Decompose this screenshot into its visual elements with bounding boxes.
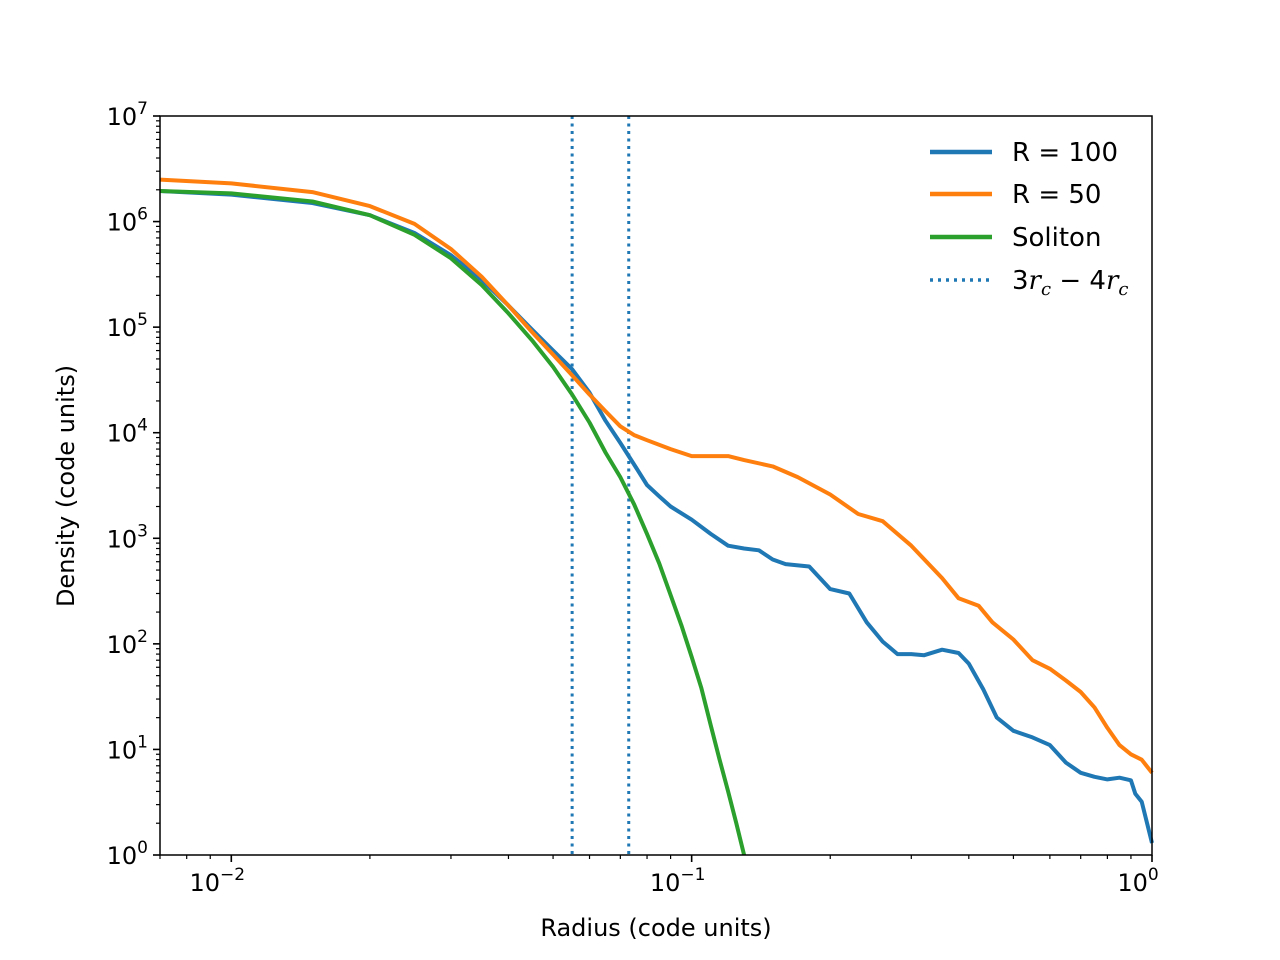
legend-label-r50: R = 50 <box>1012 180 1101 210</box>
series-line-0 <box>159 189 1154 844</box>
y-tick-label-4: 104 <box>107 416 148 448</box>
series-line-1 <box>159 177 1154 775</box>
core-radius-lines <box>570 116 631 855</box>
y-tick-label-2: 102 <box>107 627 148 659</box>
y-tick-label-0: 100 <box>107 838 148 870</box>
y-tick-label-1: 101 <box>107 732 148 764</box>
x-axis-ticks: 10−2 10−1 100 <box>159 855 1159 897</box>
y-axis-label: Density (code units) <box>52 365 80 607</box>
axes-frame <box>159 115 1153 856</box>
y-axis-ticks: 100 101 102 103 104 105 106 107 <box>107 99 160 870</box>
x-tick-label-1: 10−1 <box>650 865 706 897</box>
y-tick-label-3: 103 <box>107 521 148 553</box>
legend-label-r100: R = 100 <box>1012 138 1118 168</box>
legend-label-core-radius: 3rc − 4rc <box>1012 266 1128 300</box>
legend: R = 100 R = 50 Soliton 3rc − 4rc <box>930 138 1128 300</box>
series-layer <box>159 177 1154 856</box>
y-tick-label-5: 105 <box>107 310 148 342</box>
x-axis-label: Radius (code units) <box>540 914 771 942</box>
x-tick-label-0: 10−2 <box>190 865 246 897</box>
y-tick-label-6: 106 <box>107 205 148 237</box>
legend-label-soliton: Soliton <box>1012 223 1101 253</box>
series-line-2 <box>159 189 747 856</box>
x-tick-label-2: 100 <box>1117 865 1158 897</box>
y-tick-label-7: 107 <box>107 99 148 131</box>
